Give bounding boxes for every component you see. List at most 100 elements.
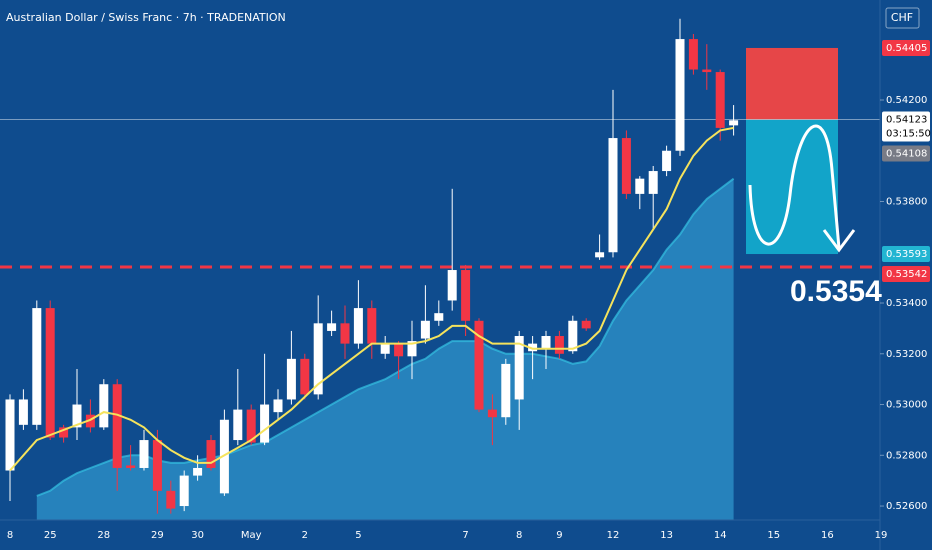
candle-body	[501, 363, 511, 418]
candle-body	[313, 323, 323, 395]
candle-body	[5, 399, 15, 471]
candle-body	[394, 343, 404, 357]
candle-body	[675, 39, 685, 151]
candle-body	[179, 475, 189, 507]
price-label: 0.54123	[886, 115, 927, 126]
candle-body	[648, 171, 658, 194]
candle-body	[702, 69, 712, 73]
candle-body	[554, 336, 564, 354]
stop-zone	[746, 47, 838, 120]
candle-body	[246, 409, 256, 443]
y-tick-label: 0.52800	[886, 450, 927, 461]
candle-body	[608, 138, 618, 253]
y-tick-label: 0.52600	[886, 501, 927, 512]
candle-body	[18, 399, 28, 425]
candle-body	[59, 427, 69, 438]
candle-body	[45, 308, 55, 438]
candle-body	[528, 343, 538, 352]
x-tick-label: 5	[355, 530, 361, 541]
candle-body	[595, 252, 605, 258]
candle-body	[206, 440, 216, 468]
candle-body	[461, 270, 471, 321]
y-tick-label: 0.53200	[886, 349, 927, 360]
candle-body	[166, 490, 176, 509]
candle-body	[233, 409, 243, 441]
y-tick-label: 0.54200	[886, 95, 927, 106]
candle-body	[260, 404, 270, 443]
x-tick-label: 12	[607, 530, 620, 541]
candle-body	[514, 336, 524, 400]
candle-body	[581, 320, 591, 329]
x-tick-label: 29	[151, 530, 164, 541]
candle-body	[568, 320, 578, 352]
candle-body	[85, 414, 95, 428]
price-label-box	[882, 145, 930, 162]
x-tick-label: 28	[97, 530, 110, 541]
candle-body	[139, 440, 149, 468]
arrow-head	[822, 229, 856, 253]
ma-line	[9, 126, 734, 472]
x-tick-label: 30	[191, 530, 204, 541]
x-tick-label: May	[241, 530, 262, 541]
price-label: 0.53542	[886, 269, 927, 280]
y-tick-label: 0.53000	[886, 400, 927, 411]
candle-body	[434, 313, 444, 321]
candle-body	[447, 270, 457, 301]
x-tick-label: 15	[767, 530, 780, 541]
countdown-label: 03:15:50	[886, 129, 931, 140]
candle-body	[715, 72, 725, 128]
ma-area	[36, 178, 734, 520]
candle-body	[126, 465, 136, 468]
candle-body	[635, 178, 645, 194]
y-tick-label: 0.53800	[886, 197, 927, 208]
price-label: 0.53593	[886, 249, 927, 260]
candle-body	[72, 404, 82, 428]
candle-body	[300, 358, 310, 395]
candle-body	[353, 308, 363, 344]
y-tick-label: 0.53400	[886, 298, 927, 309]
trade-arrow	[748, 124, 841, 249]
candle-body	[152, 440, 162, 491]
price-label-box	[882, 266, 930, 283]
candle-body	[219, 419, 229, 494]
candle-body	[688, 39, 698, 70]
x-tick-label: 14	[714, 530, 727, 541]
candle-body	[729, 120, 739, 126]
candle-body	[99, 384, 109, 428]
candle-body	[112, 384, 122, 468]
candle-body	[621, 138, 631, 194]
x-tick-label: 16	[821, 530, 834, 541]
x-tick-label: 19	[875, 530, 888, 541]
candle-body	[327, 323, 337, 331]
chart-title: Australian Dollar / Swiss Franc · 7h · T…	[6, 11, 286, 24]
candle-body	[407, 341, 417, 357]
x-tick-label: 9	[556, 530, 562, 541]
x-tick-label: 7	[462, 530, 468, 541]
candle-body	[286, 358, 296, 400]
x-tick-label: 8	[7, 530, 13, 541]
price-label-box	[882, 39, 930, 56]
candle-body	[474, 320, 484, 410]
x-tick-label: 13	[660, 530, 673, 541]
target-annotation: 0.5354	[790, 275, 882, 308]
candle-body	[420, 320, 430, 339]
currency-label: CHF	[891, 11, 913, 24]
price-label-box	[882, 246, 930, 263]
price-label: 0.54108	[886, 149, 927, 160]
candle-body	[273, 399, 283, 413]
currency-box	[885, 7, 920, 29]
price-label-box	[882, 111, 930, 142]
x-tick-label: 2	[302, 530, 308, 541]
candle-body	[340, 323, 350, 344]
candle-body	[193, 467, 203, 476]
candle-body	[662, 150, 672, 172]
x-tick-label: 25	[44, 530, 57, 541]
price-label: 0.54405	[886, 43, 927, 54]
plot-area	[0, 18, 880, 520]
candle-body	[487, 409, 497, 418]
candle-body	[380, 343, 390, 354]
x-tick-label: 8	[516, 530, 522, 541]
candle-body	[367, 308, 377, 344]
candle-body	[32, 308, 42, 425]
